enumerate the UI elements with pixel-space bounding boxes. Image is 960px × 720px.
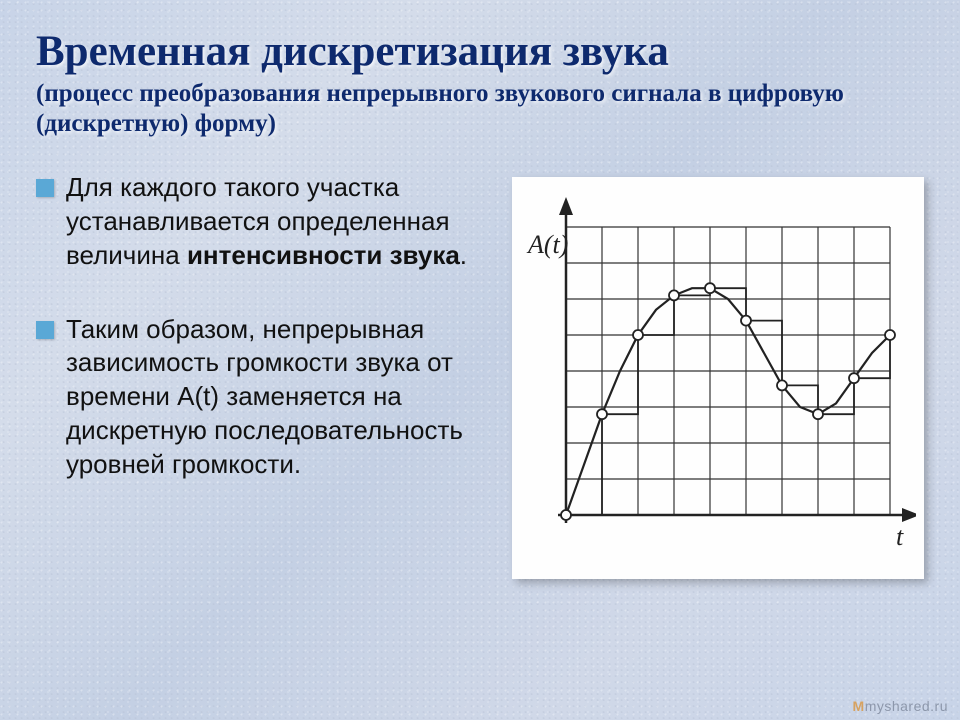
watermark-m: M [853, 698, 865, 714]
watermark-suffix: .ru [930, 698, 948, 714]
watermark: Mmyshared.ru [853, 698, 948, 714]
bullet-1-text: Для каждого такого участка устанавливает… [66, 171, 492, 272]
chart-column: A(t) t [512, 167, 924, 579]
bullet-1-post: . [460, 240, 467, 270]
slide-title: Временная дискретизация звука [36, 28, 924, 75]
bullet-1: Для каждого такого участка устанавливает… [36, 171, 492, 272]
content-row: Для каждого такого участка устанавливает… [36, 167, 924, 579]
svg-text:t: t [896, 522, 904, 551]
bullet-1-bold: интенсивности звука [187, 240, 460, 270]
sampling-chart: A(t) t [516, 185, 916, 570]
bullet-2: Таким образом, непрерывная зависимость г… [36, 313, 492, 482]
bullet-2-pre: Таким образом, непрерывная зависимость г… [66, 314, 463, 479]
chart-box: A(t) t [512, 177, 924, 579]
svg-text:A(t): A(t) [526, 230, 568, 259]
bullet-2-text: Таким образом, непрерывная зависимость г… [66, 313, 492, 482]
bullet-marker-icon [36, 179, 54, 197]
watermark-text: myshared [865, 698, 930, 714]
slide-subtitle: (процесс преобразования непрерывного зву… [36, 79, 924, 139]
text-column: Для каждого такого участка устанавливает… [36, 167, 492, 521]
slide: Временная дискретизация звука (процесс п… [0, 0, 960, 720]
bullet-marker-icon [36, 321, 54, 339]
